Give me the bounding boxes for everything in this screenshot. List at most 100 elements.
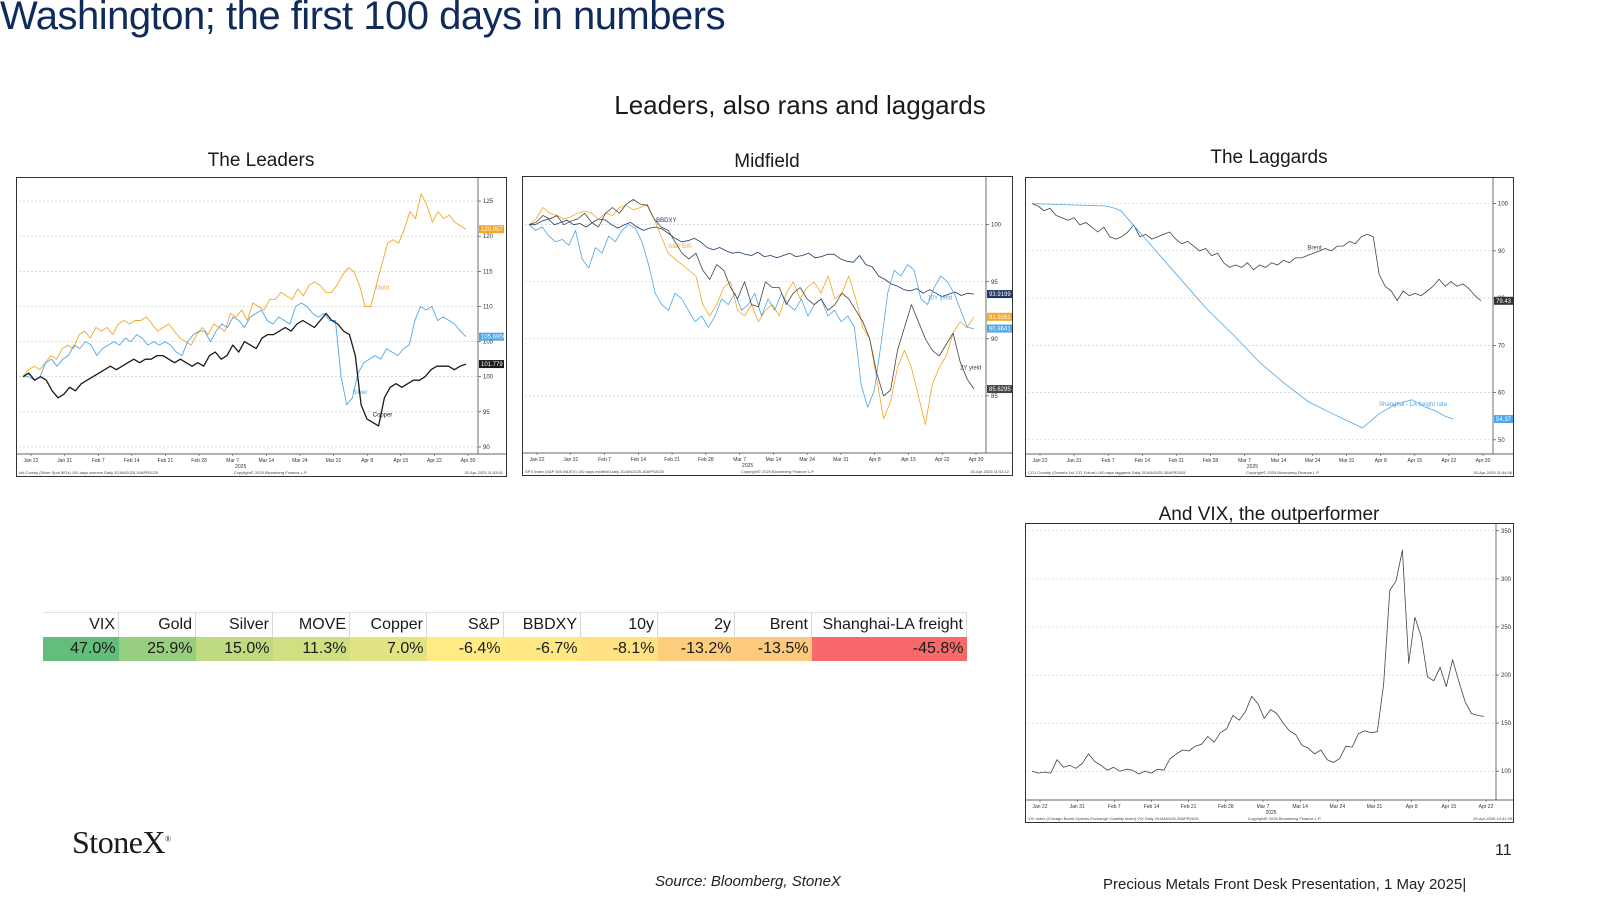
last-value-tag-text: 85.6295 — [989, 387, 1011, 393]
x-tick-label: Jan 31 — [563, 457, 578, 463]
x-tick-label: Feb 21 — [158, 458, 174, 464]
series-line — [528, 203, 975, 425]
last-value-tag-bg — [987, 385, 1012, 394]
x-tick-label: Jan 22 — [1032, 804, 1047, 810]
x-tick-label: Mar 31 — [326, 458, 342, 464]
x-tick-label: Feb 28 — [1203, 458, 1219, 464]
page-title: Washington; the first 100 days in number… — [0, 0, 726, 38]
table-header-cell: Copper — [349, 612, 427, 637]
x-tick-label: Mar 24 — [1330, 804, 1346, 810]
series-name-label: Gold — [376, 285, 389, 291]
x-tick-label: Mar 31 — [833, 457, 849, 463]
x-tick-label: Feb 28 — [1218, 804, 1234, 810]
series-line — [528, 224, 975, 408]
table-value-cell: 7.0% — [349, 637, 427, 661]
presentation-footer: Precious Metals Front Desk Presentation,… — [1103, 876, 1467, 893]
y-tick-label: 85 — [991, 394, 998, 400]
chart-footer-right: 30-Apr-2025 11:52:12 — [970, 469, 1009, 474]
x-tick-label: Jan 22 — [1032, 458, 1047, 464]
logo-text: StoneX — [72, 824, 166, 860]
x-tick-label: Mar 7 — [226, 458, 239, 464]
last-value-tag: 120.957 — [479, 225, 504, 234]
laggards-chart-title: The Laggards — [1210, 147, 1328, 168]
table-value-cell: -13.2% — [657, 637, 735, 661]
page-number: 11 — [1495, 842, 1512, 859]
x-tick-label: Apr 8 — [869, 457, 881, 463]
leaders-chart-svg: 90 95 100 105 110 115 120 125 Jan 22 Jan 31 Feb 7 F… — [17, 178, 506, 475]
x-tick-label: Jan 22 — [529, 457, 544, 463]
x-tick-label: Apr 30 — [461, 458, 476, 464]
last-value-tag-bg — [1494, 415, 1513, 424]
x-tick-label: Feb 28 — [698, 457, 714, 463]
table-header-cell: 10y — [580, 612, 658, 637]
table-header-cell: Shanghai-LA freight — [811, 612, 967, 637]
x-tick-label: Apr 30 — [1476, 458, 1491, 464]
table-header-cell: VIX — [43, 612, 119, 637]
table-value-cell: -6.7% — [503, 637, 581, 661]
y-tick-label: 70 — [1498, 343, 1505, 349]
table-value-cell: 15.0% — [195, 637, 273, 661]
y-tick-label: 250 — [1501, 625, 1512, 631]
table-header-cell: S&P — [426, 612, 504, 637]
y-tick-label: 100 — [991, 223, 1002, 229]
x-tick-label: Mar 24 — [1305, 458, 1321, 464]
table-header-cell: 2y — [657, 612, 735, 637]
last-value-tag: 54.37 — [1494, 415, 1513, 424]
leaders-chart: 90 95 100 105 110 115 120 125 Jan 22 Jan 31 Feb 7 F… — [16, 177, 507, 477]
y-tick-label: 100 — [1501, 769, 1512, 775]
last-value-tag-text: 120.957 — [481, 227, 503, 233]
series-line — [1031, 203, 1454, 429]
last-value-tag: 90.8641 — [987, 324, 1012, 333]
last-value-tag: 91.9261 — [987, 312, 1012, 321]
table-header-cell: Silver — [195, 612, 273, 637]
series-name-label: S&P 500 — [668, 244, 692, 250]
y-tick-label: 100 — [1498, 202, 1509, 208]
y-tick-label: 110 — [483, 304, 493, 310]
y-tick-label: 115 — [483, 269, 493, 275]
x-year-label: 2025 — [1265, 810, 1276, 816]
x-year-label: 2025 — [235, 464, 246, 470]
last-value-tag-text: 93.9199 — [989, 292, 1011, 298]
series-line — [1031, 549, 1485, 775]
last-value-tag-bg — [1494, 296, 1513, 305]
performance-table-header-row: VIX Gold Silver MOVE Copper S&P BBDXY 10y 2y Bren… — [43, 612, 967, 637]
series-name-label: 2Y yield — [960, 366, 981, 372]
chart-footer-right: 30-Apr-2025 11:54:46 — [1473, 470, 1512, 475]
chart-footer-left: Intl Comdy (Silver Spot $/Oz) 100 days w… — [19, 470, 159, 475]
x-tick-label: Jan 31 — [57, 458, 72, 464]
series-line — [1031, 203, 1482, 302]
series-line — [23, 302, 467, 406]
x-tick-label: Feb 21 — [1169, 458, 1185, 464]
table-value-cell: -8.1% — [580, 637, 658, 661]
x-tick-label: Mar 7 — [1238, 458, 1251, 464]
chart-footer-center: Copyright© 2025 Bloomberg Finance L.P. — [741, 469, 815, 474]
x-tick-label: Apr 15 — [1407, 458, 1422, 464]
x-year-label: 2025 — [742, 463, 753, 469]
x-tick-label: Feb 21 — [1181, 804, 1197, 810]
chart-footer-left: VIX Index (Chicago Board Options Exchang… — [1028, 816, 1199, 821]
series-line — [528, 199, 975, 397]
x-tick-label: Apr 15 — [901, 457, 916, 463]
table-header-cell: BBDXY — [503, 612, 581, 637]
last-value-tag: 93.9199 — [987, 290, 1012, 299]
series-line — [22, 312, 467, 427]
y-tick-label: 105 — [483, 340, 494, 346]
last-value-tag-bg — [479, 332, 504, 341]
x-year-label: 2025 — [1247, 464, 1258, 470]
x-tick-label: Feb 7 — [1108, 804, 1121, 810]
y-tick-label: 95 — [991, 280, 998, 286]
vix-chart-svg: 100 150 200 250 300 350 Jan 22 Jan 31 Feb 7 Feb 1… — [1026, 524, 1513, 821]
last-value-tag: 85.6295 — [987, 385, 1012, 394]
x-tick-label: Feb 14 — [1134, 458, 1150, 464]
x-tick-label: Feb 7 — [1102, 458, 1115, 464]
series-name-label: Shanghai - LA freight rate — [1379, 402, 1448, 408]
last-value-tag-text: 101.779 — [481, 362, 503, 368]
stonex-logo: StoneX® — [72, 824, 171, 861]
y-tick-label: 95 — [483, 410, 490, 416]
y-tick-label: 90 — [483, 445, 490, 451]
leaders-chart-title: The Leaders — [207, 150, 315, 171]
x-tick-label: Feb 21 — [664, 457, 680, 463]
y-tick-label: 60 — [1498, 391, 1505, 397]
chart-footer-right: 30-Apr-2025 11:53:51 — [464, 470, 503, 475]
